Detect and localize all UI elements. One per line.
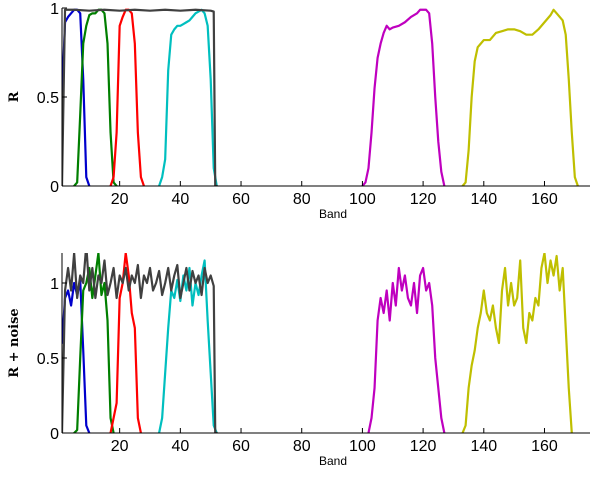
x-axis-label: Band (319, 454, 347, 468)
x-tick-label: 100 (349, 438, 376, 455)
x-tick-label: 120 (410, 191, 437, 208)
y-axis-label: R (7, 91, 22, 102)
y-axis-label: R + noise (7, 308, 22, 377)
series-line-3 (158, 8, 218, 186)
y-tick-label: 1 (50, 276, 59, 293)
series-line-2 (109, 253, 142, 433)
x-tick-label: 80 (293, 191, 311, 208)
x-tick-label: 40 (171, 438, 189, 455)
series-group (62, 253, 573, 433)
x-tick-label: 120 (410, 438, 437, 455)
series-line-4 (361, 8, 446, 186)
x-tick-label: 80 (293, 438, 311, 455)
x-tick-label: 20 (111, 438, 129, 455)
x-tick-label: 100 (349, 191, 376, 208)
series-line-5 (461, 8, 579, 186)
x-axis-label: Band (319, 207, 347, 221)
chart-panel-top: 20 40 60 80 100 120 140 160 0 0.5 1 Band R (7, 1, 590, 221)
series-line-5 (461, 253, 573, 433)
series-line-6 (62, 8, 218, 186)
y-tick-label: 1 (50, 1, 59, 18)
x-tick-label: 20 (111, 191, 129, 208)
x-tick-label: 140 (470, 191, 497, 208)
series-line-0 (62, 278, 91, 433)
y-tick-label: 0 (50, 426, 59, 443)
series-line-2 (109, 8, 146, 186)
x-tick-label: 160 (531, 438, 558, 455)
series-group (62, 8, 579, 186)
series-line-6 (62, 253, 218, 433)
x-tick-label: 60 (232, 191, 250, 208)
y-tick-label: 0.5 (37, 90, 59, 107)
x-tick-label: 40 (171, 191, 189, 208)
x-tick-label: 140 (470, 438, 497, 455)
chart-panel-bottom: 20 40 60 80 100 120 140 160 0 0.5 1 Band R + noise (7, 253, 590, 468)
series-line-1 (73, 8, 118, 186)
y-tick-label: 0 (50, 179, 59, 196)
y-tick-label: 0.5 (37, 351, 59, 368)
series-line-4 (367, 266, 446, 433)
x-tick-label: 60 (232, 438, 250, 455)
x-tick-label: 160 (531, 191, 558, 208)
